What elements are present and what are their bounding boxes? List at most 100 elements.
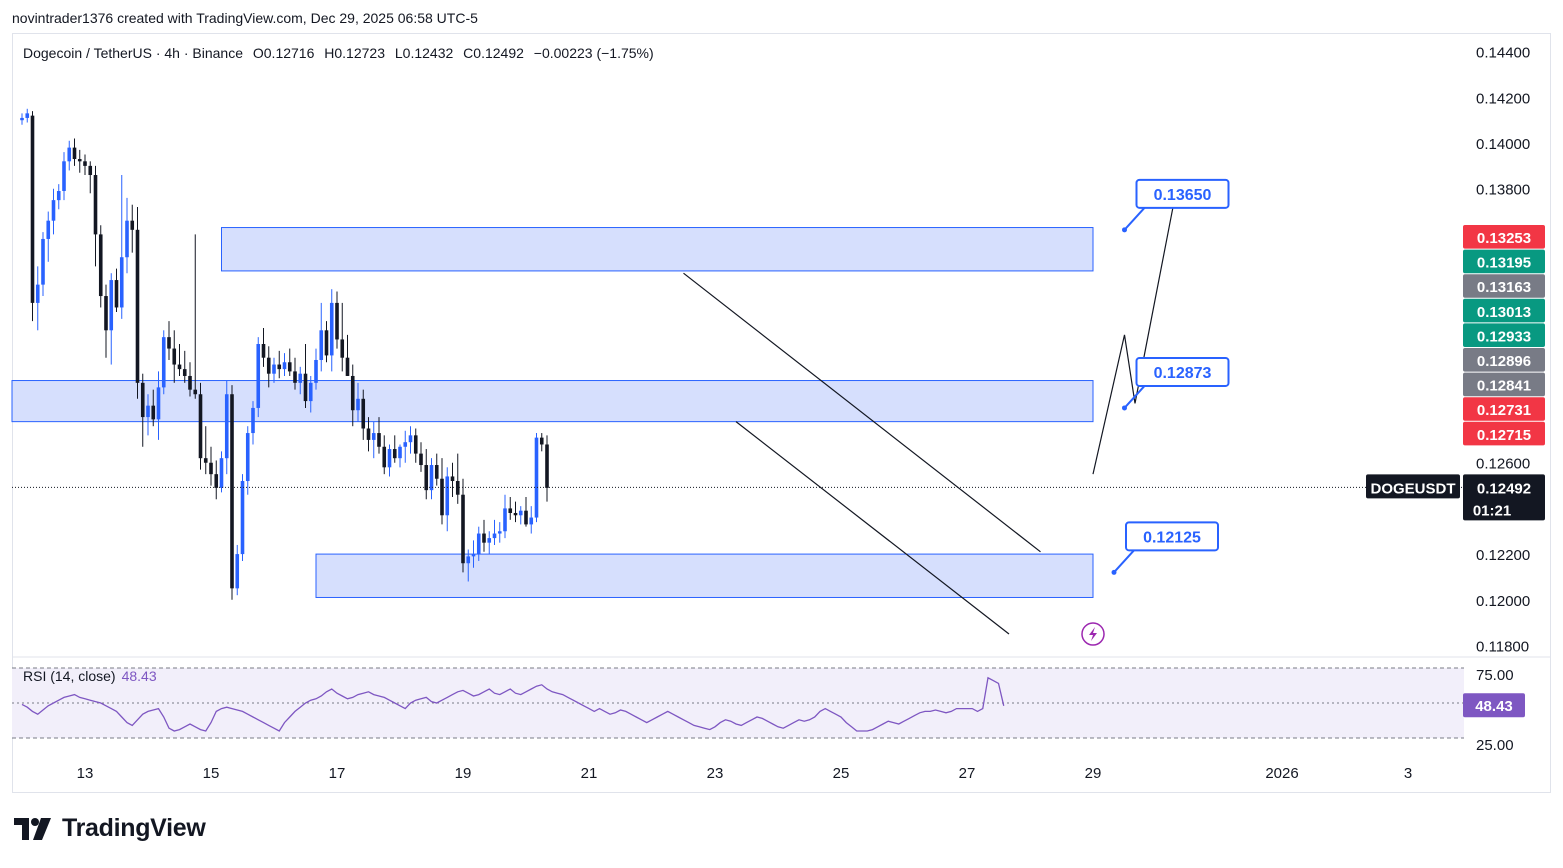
candle-down [188,375,192,390]
price-tags-layer: 48.43 0.13253 0.13195 0.13163 0.13013 0.12933… [1366,225,1545,718]
candle-up [497,531,502,534]
candle-up [319,330,324,360]
candle-down [98,234,103,297]
price-tag [1463,298,1545,323]
tradingview-logo[interactable]: TradingView [14,814,206,843]
callout-label[interactable]: 0.12873 [1154,365,1212,382]
candle-down [172,348,177,365]
candle-up [492,533,497,539]
candle-up [503,508,507,532]
price-tag [1463,323,1545,347]
time-axis-label: 23 [707,765,724,782]
candle-down [214,474,219,488]
projection-path[interactable] [1092,186,1178,475]
last-price-tag-text: 0.12492 [1477,480,1531,497]
time-axis-label: 19 [455,765,472,782]
candle-up [41,238,45,285]
price-tag-text: 0.12896 [1477,353,1531,370]
annotations-layer: 0.13650 0.12873 0.12125 [1081,178,1230,646]
price-axis-label: 0.11800 [1476,638,1529,655]
symbol-name: Dogecoin / TetherUS · 4h · Binance [23,45,243,61]
candle-up [156,387,161,420]
candle-up [125,220,129,258]
candle-down [392,449,397,459]
candle-up [518,510,523,516]
candle-down [114,280,119,308]
price-axis-label: 0.14400 [1476,45,1530,62]
candle-up [356,398,360,411]
candle-down [361,398,366,429]
time-axis-label: 2026 [1265,765,1298,782]
candle-down [350,375,355,411]
candle-down [545,444,549,488]
candle-up [25,113,30,118]
callout-box[interactable] [1135,356,1230,387]
candle-down [539,437,544,445]
callout-label[interactable]: 0.13650 [1154,187,1212,204]
callout-box[interactable] [1135,178,1230,209]
candle-up [466,556,471,564]
candle-down [88,165,93,176]
ohlc-low: L0.12432 [394,45,454,61]
time-axis-label: 27 [959,765,976,782]
ohlc-high: H0.12723 [324,45,385,61]
candle-up [46,220,51,239]
zones-layer [11,227,1094,598]
price-axis-label: 0.14000 [1476,136,1530,153]
rsi-layer [12,656,1551,739]
time-axis-label: 13 [77,765,94,782]
time-axis-label: 21 [581,765,598,782]
candle-up [51,200,56,221]
rsi-legend[interactable]: RSI (14, close) 48.43 [23,668,157,684]
time-axis-label: 3 [1404,765,1412,782]
candle-down [434,465,439,479]
channel-trendline[interactable] [683,272,1041,553]
candle-down [77,159,82,162]
time-axis-label: 25 [833,765,850,782]
candle-down [366,428,371,440]
supply-demand-zone[interactable] [315,553,1094,598]
time-axis-label: 17 [329,765,346,782]
rsi-line [21,676,1005,732]
candle-down [413,435,418,454]
candle-down [455,481,460,495]
price-tag [1463,397,1545,421]
time-axis-label: 15 [203,765,220,782]
supply-demand-zone[interactable] [11,380,1094,423]
axes-layer: 75.00 25.00 0.14400 0.14200 0.14000 0.13800 0.… [77,45,1531,782]
callout-label[interactable]: 0.12125 [1143,529,1201,546]
candle-down [135,229,140,383]
candle-down [167,337,171,349]
candle-up [272,364,276,374]
price-axis-label: 0.13800 [1476,182,1530,199]
price-tag-text: 0.12841 [1477,378,1531,395]
candle-up [56,191,61,201]
callout-anchor-dot [1122,405,1127,411]
channel-trendline[interactable] [735,421,1010,635]
price-tag-text: 0.12731 [1477,402,1531,419]
chart-caption: novintrader1376 created with TradingView… [12,10,478,26]
candle-down [140,382,145,418]
candle-up [403,442,408,447]
price-tag-text: 0.12715 [1477,427,1531,444]
callout-box[interactable] [1125,521,1219,552]
rsi-value-tag [1463,693,1525,718]
candle-down [440,478,444,516]
candle-down [182,369,187,376]
symbol-legend[interactable]: Dogecoin / TetherUS · 4h · Binance O0.12… [23,45,660,61]
tradingview-brand: TradingView [62,814,206,842]
candle-down [83,161,87,166]
candle-up [387,449,392,468]
candle-down [508,508,513,513]
supply-demand-zone[interactable] [221,227,1094,272]
lightning-bolt-icon [1089,627,1097,642]
ohlc-close: C0.12492 [463,45,524,61]
ticker-tag-text: DOGEUSDT [1370,480,1455,497]
candle-down [524,510,528,525]
candle-up [534,437,539,518]
candle-up [371,433,376,440]
candle-down [209,462,213,475]
price-tag-text: 0.13253 [1477,230,1531,247]
countdown-text: 01:21 [1473,502,1511,519]
